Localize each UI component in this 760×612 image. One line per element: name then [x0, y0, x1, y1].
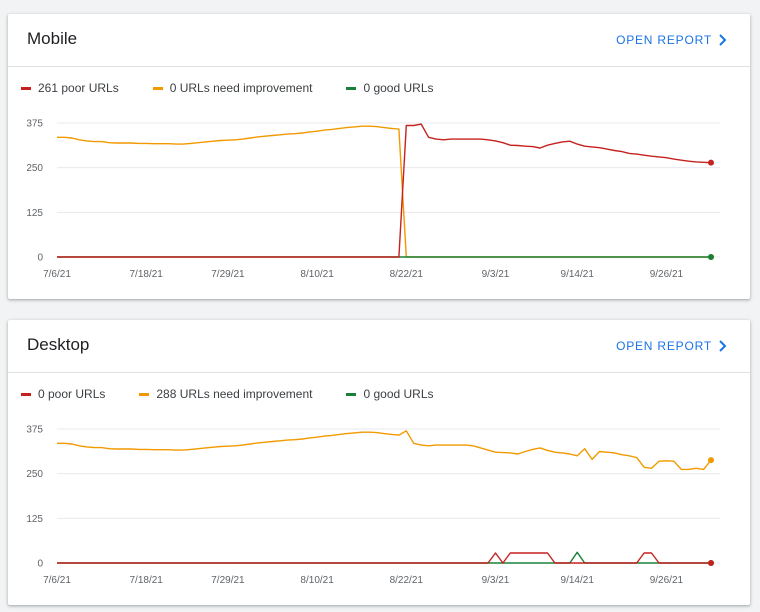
x-tick-label: 7/18/21: [129, 575, 163, 586]
x-tick-label: 9/14/21: [561, 269, 595, 280]
card-title: Mobile: [27, 29, 78, 48]
mobile-card: Mobile OPEN REPORT 261 poor URLs 0 URLs …: [8, 14, 750, 299]
legend-label: 0 URLs need improvement: [169, 81, 313, 95]
open-report-label: OPEN REPORT: [616, 339, 712, 353]
legend-label: 0 good URLs: [363, 81, 434, 95]
y-tick-label: 375: [26, 119, 43, 130]
x-tick-label: 9/3/21: [482, 575, 510, 586]
chevron-right-icon: [719, 34, 727, 46]
x-tick-label: 7/29/21: [211, 575, 245, 586]
chart-legend: 0 poor URLs 288 URLs need improvement 0 …: [21, 387, 468, 401]
mobile-line-chart: 0 125 250 375 7/6/21 7/18/21 7/29/21 8/10/21 8/2…: [26, 119, 720, 280]
x-tick-label: 7/6/21: [43, 269, 71, 280]
legend-item-good[interactable]: 0 good URLs: [346, 387, 434, 401]
legend-item-good[interactable]: 0 good URLs: [346, 81, 434, 95]
y-tick-label: 125: [26, 208, 43, 219]
x-tick-label: 7/29/21: [211, 269, 245, 280]
y-tick-label: 0: [37, 559, 43, 570]
mobile-card-header: Mobile OPEN REPORT: [8, 14, 750, 67]
legend-label: 0 poor URLs: [38, 387, 106, 401]
x-tick-label: 9/26/21: [650, 575, 684, 586]
y-tick-label: 250: [26, 163, 43, 174]
legend-label: 0 good URLs: [363, 387, 434, 401]
legend-item-need-improvement[interactable]: 0 URLs need improvement: [152, 81, 313, 95]
x-tick-label: 7/6/21: [43, 575, 71, 586]
open-report-label: OPEN REPORT: [616, 33, 712, 47]
legend-swatch: [139, 392, 150, 396]
legend-item-need-improvement[interactable]: 288 URLs need improvement: [139, 387, 312, 401]
desktop-card: Desktop OPEN REPORT 0 poor URLs 288 URLs…: [8, 320, 750, 605]
x-tick-label: 9/14/21: [561, 575, 595, 586]
open-report-button[interactable]: OPEN REPORT: [616, 339, 728, 353]
x-tick-label: 9/26/21: [650, 269, 684, 280]
card-title: Desktop: [27, 335, 90, 354]
open-report-button[interactable]: OPEN REPORT: [616, 33, 728, 47]
y-tick-label: 0: [37, 253, 43, 264]
series-line-good: [57, 551, 711, 564]
y-tick-label: 375: [26, 425, 43, 436]
series-line-poor: [57, 123, 712, 258]
legend-label: 288 URLs need improvement: [156, 387, 313, 401]
legend-swatch: [21, 86, 31, 90]
legend-item-poor[interactable]: 261 poor URLs: [21, 81, 119, 95]
y-tick-label: 250: [26, 469, 43, 480]
series-end-point-poor: [708, 159, 714, 166]
series-line-ni: [57, 430, 712, 471]
desktop-card-header: Desktop OPEN REPORT: [8, 320, 750, 373]
series-line-poor: [57, 552, 711, 564]
legend-swatch: [152, 86, 163, 90]
legend-item-poor[interactable]: 0 poor URLs: [21, 387, 105, 401]
x-tick-label: 8/10/21: [300, 575, 334, 586]
x-tick-label: 7/18/21: [129, 269, 163, 280]
series-end-point-poor: [708, 560, 714, 566]
legend-swatch: [346, 86, 357, 90]
x-tick-label: 8/22/21: [390, 269, 424, 280]
x-tick-label: 8/10/21: [300, 269, 334, 280]
desktop-line-chart: 0 125 250 375 7/6/21 7/18/21 7/29/21 8/10/21 8/2…: [26, 425, 720, 586]
series-line-ni: [57, 125, 711, 258]
chevron-right-icon: [719, 340, 727, 352]
series-end-point-good: [708, 254, 714, 260]
legend-swatch: [21, 392, 31, 396]
series-end-point-ni: [708, 457, 714, 464]
legend-label: 261 poor URLs: [38, 81, 119, 95]
x-tick-label: 8/22/21: [390, 575, 424, 586]
x-tick-label: 9/3/21: [482, 269, 510, 280]
y-tick-label: 125: [26, 514, 43, 525]
legend-swatch: [346, 392, 357, 396]
chart-legend: 261 poor URLs 0 URLs need improvement 0 …: [21, 81, 468, 95]
